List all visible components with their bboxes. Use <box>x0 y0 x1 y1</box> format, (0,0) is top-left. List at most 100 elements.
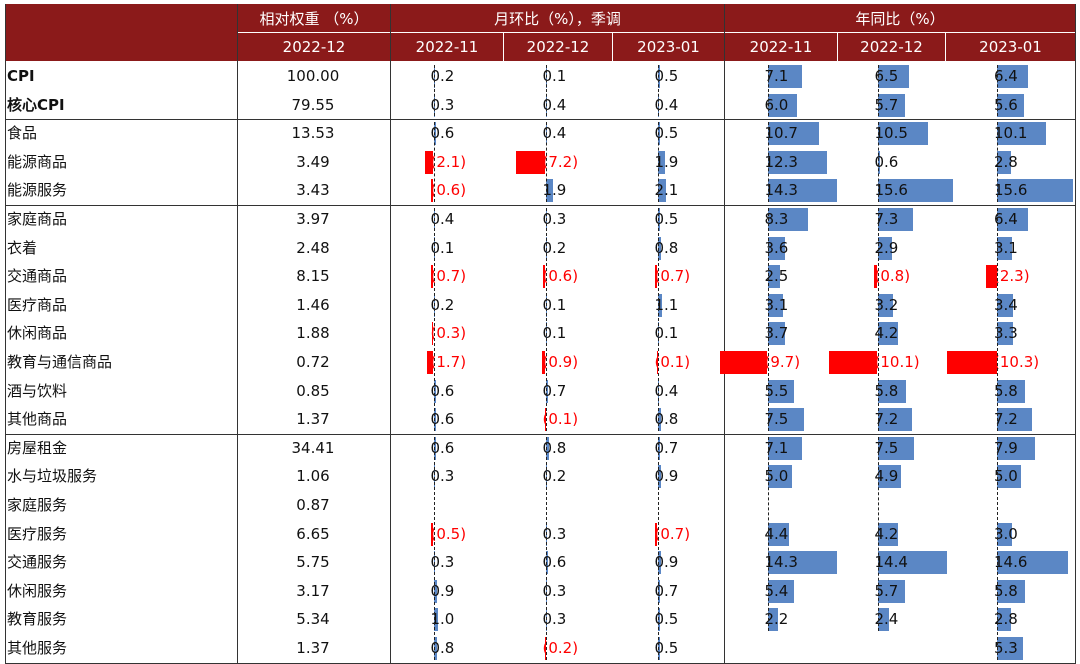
yoy-header: 年同比（%） <box>725 4 1075 32</box>
row-label: 核心CPI <box>7 91 65 119</box>
yoy-value: 10.1 <box>994 119 1027 147</box>
yoy-bar <box>829 351 878 374</box>
weight-period-header: 2022-12 <box>238 33 390 61</box>
yoy-period-header: 2022-12 <box>838 33 945 61</box>
weight-value: 6.65 <box>263 520 363 548</box>
mom-zero-axis <box>434 437 435 660</box>
mom-value: (0.7) <box>431 262 467 290</box>
mom-value: (0.2) <box>543 634 579 662</box>
weight-header: 相对权重 （%） <box>238 4 390 32</box>
mom-value: (0.9) <box>543 348 579 376</box>
mom-zero-axis <box>658 65 659 116</box>
yoy-zero-axis <box>768 208 769 431</box>
yoy-value: (10.3) <box>994 348 1039 376</box>
mom-bar <box>516 151 546 174</box>
table-bottom-border <box>5 663 1076 664</box>
mom-header: 月环比（%），季调 <box>391 4 724 32</box>
yoy-value: 14.6 <box>994 548 1027 576</box>
yoy-value: 10.5 <box>875 119 908 147</box>
column-border <box>5 4 6 663</box>
mom-period-header: 2023-01 <box>613 33 724 61</box>
mom-value: (1.7) <box>431 348 467 376</box>
mom-zero-axis <box>546 208 547 431</box>
mom-zero-axis <box>658 208 659 431</box>
row-label: 医疗商品 <box>7 291 67 319</box>
yoy-value: (0.8) <box>875 262 911 290</box>
yoy-period-header: 2023-01 <box>946 33 1075 61</box>
yoy-period-header: 2022-11 <box>725 33 837 61</box>
yoy-value: 10.7 <box>765 119 798 147</box>
row-label: 家庭服务 <box>7 491 67 519</box>
yoy-zero-axis <box>878 437 879 631</box>
row-label: 衣着 <box>7 234 37 262</box>
weight-value: 0.85 <box>263 377 363 405</box>
row-label: 教育服务 <box>7 605 67 633</box>
yoy-zero-axis <box>997 122 998 202</box>
yoy-value: 14.4 <box>875 548 908 576</box>
header-corner <box>5 4 237 61</box>
mom-value: (0.7) <box>655 520 691 548</box>
mom-period-header: 2022-12 <box>504 33 612 61</box>
row-label: 家庭商品 <box>7 205 67 233</box>
yoy-zero-axis <box>997 208 998 431</box>
yoy-zero-axis <box>768 65 769 116</box>
weight-value: 3.43 <box>263 176 363 204</box>
weight-value: 5.75 <box>263 548 363 576</box>
column-border <box>237 4 238 663</box>
mom-value: (0.6) <box>543 262 579 290</box>
weight-value: 100.00 <box>263 62 363 90</box>
yoy-zero-axis <box>768 437 769 631</box>
row-label: 其他服务 <box>7 634 67 662</box>
weight-value: 13.53 <box>263 119 363 147</box>
mom-value: (2.1) <box>431 148 467 176</box>
yoy-value: 14.3 <box>765 176 798 204</box>
row-label: 酒与饮料 <box>7 377 67 405</box>
row-label: 房屋租金 <box>7 434 67 462</box>
mom-zero-axis <box>546 65 547 116</box>
weight-value: 1.37 <box>263 634 363 662</box>
yoy-zero-axis <box>768 122 769 202</box>
yoy-value: 15.6 <box>994 176 1027 204</box>
column-border <box>390 4 391 663</box>
weight-value: 1.88 <box>263 319 363 347</box>
weight-value: 79.55 <box>263 91 363 119</box>
row-label: 能源商品 <box>7 148 67 176</box>
weight-value: 1.37 <box>263 405 363 433</box>
mom-value: (0.1) <box>543 405 579 433</box>
row-label: 交通商品 <box>7 262 67 290</box>
weight-value: 1.46 <box>263 291 363 319</box>
row-label: CPI <box>7 62 35 90</box>
row-label: 休闲服务 <box>7 577 67 605</box>
weight-value: 34.41 <box>263 434 363 462</box>
mom-value: (0.1) <box>655 348 691 376</box>
group-separator <box>5 119 1076 120</box>
mom-zero-axis <box>434 122 435 202</box>
yoy-zero-axis <box>878 65 879 116</box>
yoy-zero-axis <box>997 65 998 116</box>
yoy-value: (10.1) <box>875 348 920 376</box>
weight-value: 5.34 <box>263 605 363 633</box>
column-border <box>724 4 725 663</box>
mom-value: (0.7) <box>655 262 691 290</box>
mom-zero-axis <box>546 437 547 660</box>
row-label: 医疗服务 <box>7 520 67 548</box>
yoy-value: (2.3) <box>994 262 1030 290</box>
weight-value: 0.72 <box>263 348 363 376</box>
mom-value: (7.2) <box>543 148 579 176</box>
row-label: 休闲商品 <box>7 319 67 347</box>
group-separator <box>5 434 1076 435</box>
row-label: 教育与通信商品 <box>7 348 112 376</box>
group-separator <box>5 205 1076 206</box>
column-border <box>1075 4 1076 663</box>
weight-value: 3.17 <box>263 577 363 605</box>
weight-value: 3.49 <box>263 148 363 176</box>
weight-value: 8.15 <box>263 262 363 290</box>
row-label: 水与垃圾服务 <box>7 462 97 490</box>
mom-value: (0.3) <box>431 319 467 347</box>
row-label: 其他商品 <box>7 405 67 433</box>
mom-value: (0.6) <box>431 176 467 204</box>
mom-zero-axis <box>658 437 659 660</box>
yoy-value: 14.3 <box>765 548 798 576</box>
yoy-bar <box>720 351 767 374</box>
